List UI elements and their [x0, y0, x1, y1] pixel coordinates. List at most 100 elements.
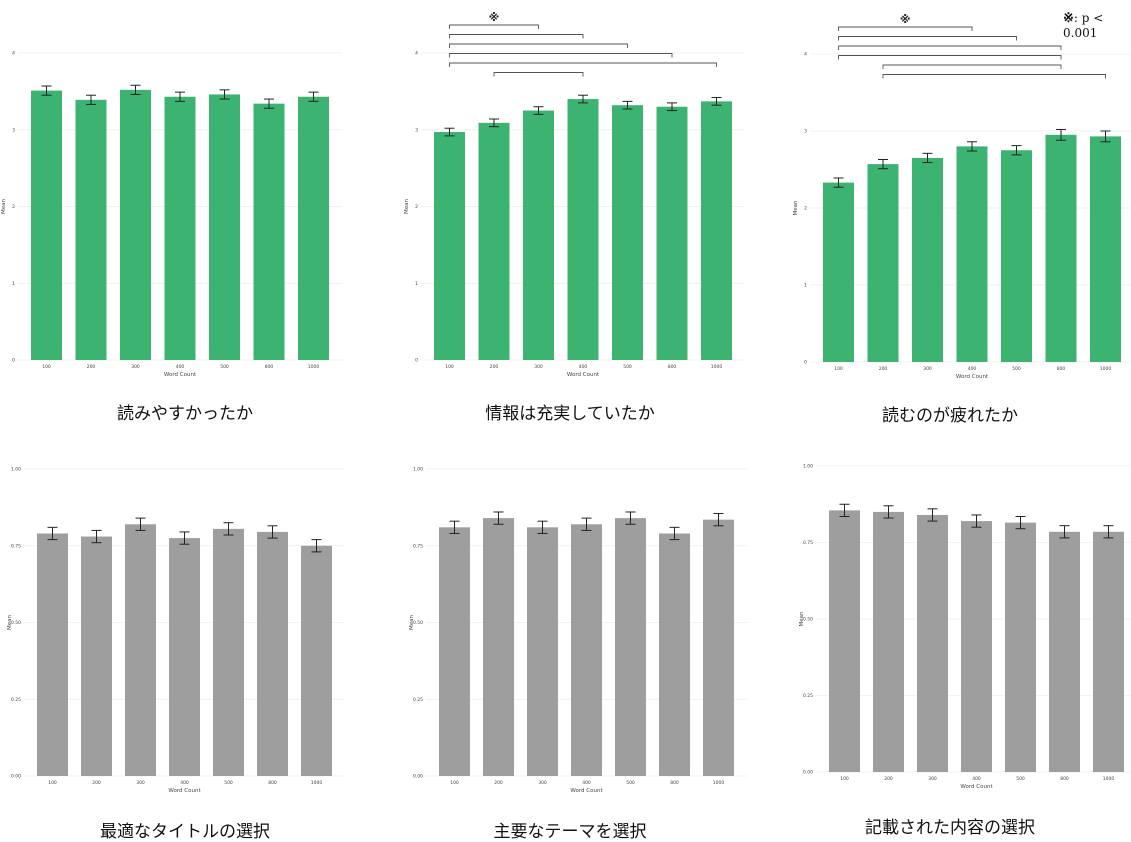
y-tick-label: 3: [804, 129, 807, 135]
y-tick-label: 0.00: [11, 774, 21, 780]
y-tick-label: 0.00: [803, 770, 813, 776]
chart-svg-4: 0.00 0.25 0.50 0.75 1.00 100 200 300 400 500 800 10…: [7, 467, 345, 794]
x-tick-label: 100: [445, 364, 454, 370]
bar: [1001, 150, 1032, 362]
x-tick-label: 300: [534, 364, 543, 370]
x-tick-label: 300: [538, 780, 547, 786]
x-tick-label: 500: [220, 364, 229, 370]
bar: [75, 99, 107, 360]
significance-bracket: [493, 72, 584, 77]
y-tick-label: 0.50: [413, 620, 423, 626]
significance-star: ※: [489, 11, 500, 24]
chart-panel-6: 0.00 0.25 0.50 0.75 1.00 100 200 300 400 500 800 10…: [770, 440, 1131, 838]
chart-svg-6: 0.00 0.25 0.50 0.75 1.00 100 200 300 400 500 800 10…: [799, 464, 1131, 790]
chart-title-2: 情報は充実していたか: [485, 404, 655, 424]
chart-title-6: 記載された内容の選択: [865, 818, 1035, 838]
bar: [37, 533, 68, 776]
bar: [659, 533, 690, 776]
chart-svg-5: 0.00 0.25 0.50 0.75 1.00 100 200 300 400 500 800 10…: [409, 467, 747, 794]
significance-bracket: [838, 45, 1062, 50]
y-tick-label: 0.25: [803, 693, 813, 699]
x-tick-label: 800: [265, 364, 274, 370]
bar: [1005, 522, 1036, 772]
chart-panel-1: 0 1 2 3 4 100 200 300 400 500 800 1000 Word Count Mea…: [0, 0, 370, 424]
bar: [656, 106, 688, 360]
y-tick-label: 3: [12, 127, 15, 133]
bar: [434, 132, 465, 360]
significance-bracket: [838, 55, 1062, 60]
y-tick-label: 0.50: [803, 617, 813, 623]
chart-title-4: 最適なタイトルの選択: [100, 822, 270, 842]
y-tick-label: 0.00: [413, 774, 423, 780]
y-axis-label: Mean: [793, 200, 799, 215]
bar: [1049, 531, 1080, 772]
chart-panel-4: 0.00 0.25 0.50 0.75 1.00 100 200 300 400 500 800 10…: [0, 440, 370, 842]
x-tick-label: 300: [131, 364, 140, 370]
bar: [120, 89, 151, 360]
significance-bracket: [449, 43, 628, 48]
chart-svg-3: 0 1 2 3 4 100 200 300 400 500 800 1000 Word Count Mea…: [793, 13, 1131, 380]
bar: [1045, 134, 1077, 362]
x-tick-label: 1000: [311, 780, 323, 786]
bar: [169, 538, 200, 776]
significance-legend-text: : p < 0.001: [1063, 11, 1104, 40]
bar: [31, 90, 62, 361]
x-tick-label: 100: [42, 364, 51, 370]
x-tick-label: 400: [972, 776, 981, 782]
y-tick-label: 1.00: [803, 464, 813, 470]
chart-panel-3: 0 1 2 3 4 100 200 300 400 500 800 1000 Word Count Mea…: [770, 0, 1131, 426]
y-axis-label: Mean: [7, 615, 13, 630]
y-axis-label: Mean: [1, 199, 7, 214]
y-tick-label: 0.25: [11, 697, 21, 703]
x-tick-label: 300: [923, 366, 932, 372]
significance-bracket: [449, 53, 673, 58]
bar: [1093, 531, 1124, 772]
x-tick-label: 300: [928, 776, 937, 782]
x-tick-label: 1000: [711, 364, 723, 370]
bar: [917, 514, 948, 772]
y-tick-label: 1: [415, 281, 418, 287]
bar: [257, 531, 288, 776]
bar: [125, 524, 156, 776]
bar: [567, 99, 599, 361]
significance-bracket: [838, 36, 1017, 41]
x-tick-label: 1000: [308, 364, 320, 370]
bar: [439, 527, 470, 776]
y-tick-label: 2: [12, 204, 15, 210]
significance-bracket: [838, 26, 973, 31]
bar: [523, 110, 554, 360]
bar: [164, 96, 196, 360]
x-tick-label: 400: [968, 366, 977, 372]
bar: [571, 524, 602, 776]
x-tick-label: 500: [1012, 366, 1021, 372]
x-tick-label: 400: [176, 364, 185, 370]
bar: [956, 146, 988, 362]
bar: [478, 122, 510, 360]
bar: [867, 164, 899, 362]
bar: [823, 182, 854, 362]
x-axis-label: Word Count: [168, 788, 201, 794]
significance-mark: ※: [1063, 11, 1074, 26]
x-tick-label: 200: [494, 780, 503, 786]
x-tick-label: 800: [670, 780, 679, 786]
x-tick-label: 200: [490, 364, 499, 370]
x-tick-label: 100: [840, 776, 849, 782]
bar: [253, 103, 285, 360]
y-axis-label: Mean: [409, 615, 415, 630]
x-tick-label: 800: [268, 780, 277, 786]
bar: [1090, 136, 1121, 362]
significance-bracket: [882, 74, 1106, 79]
y-tick-label: 0.75: [803, 540, 813, 546]
x-tick-label: 200: [884, 776, 893, 782]
bar: [81, 536, 112, 776]
y-tick-label: 0.50: [11, 620, 21, 626]
x-tick-label: 400: [582, 780, 591, 786]
chart-title-1: 読みやすかったか: [117, 404, 253, 424]
bar: [612, 105, 643, 360]
x-tick-label: 1000: [713, 780, 725, 786]
significance-bracket: [882, 64, 1062, 69]
x-axis-label: Word Count: [164, 372, 197, 378]
bar: [912, 157, 943, 362]
chart-panel-2: 0 1 2 3 4 100 200 300 400 500 800 1000 Word Count Mea…: [385, 0, 755, 424]
significance-legend: ※: p < 0.001: [1063, 11, 1131, 40]
